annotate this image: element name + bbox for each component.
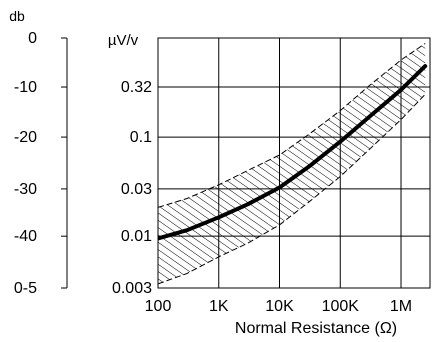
y-tick-label: 0.32 xyxy=(121,79,152,96)
y-tick-label: 0.003 xyxy=(112,280,152,297)
y2-tick-label: -40 xyxy=(14,228,37,245)
y2-tick-label: 0 xyxy=(28,30,37,47)
y-tick-label: 0.01 xyxy=(121,228,152,245)
x-tick-label: 100K xyxy=(322,298,360,315)
y-tick-label: 0.03 xyxy=(121,181,152,198)
x-tick-label: 1K xyxy=(209,298,229,315)
x-tick-label: 100 xyxy=(145,298,172,315)
plot-frame xyxy=(157,37,431,289)
x-axis-label: Normal Resistance (Ω) xyxy=(235,320,397,337)
y-tick-label: 0.1 xyxy=(130,129,152,146)
series-line-layer xyxy=(158,64,428,241)
y2-tick-label: 0-5 xyxy=(14,280,37,297)
y2-tick-label: -20 xyxy=(14,129,37,146)
tolerance-band-upper-edge xyxy=(158,43,426,208)
axes: 100 1K 10K 100K 1M 0.003 0.01 0.03 0.1 0.32 0 -10 -2… xyxy=(14,30,412,315)
tolerance-band-layer xyxy=(158,43,426,285)
tolerance-band-lower-edge xyxy=(158,93,426,285)
x-tick-label: 10K xyxy=(265,298,294,315)
tolerance-band xyxy=(158,43,426,284)
series-line xyxy=(158,64,428,241)
x-tick-label: 1M xyxy=(390,298,412,315)
y2-tick-label: -10 xyxy=(14,79,37,96)
y-axis-label: µV/v xyxy=(108,32,139,49)
y2-tick-label: -30 xyxy=(14,181,37,198)
y2-axis-label: db xyxy=(9,8,25,24)
